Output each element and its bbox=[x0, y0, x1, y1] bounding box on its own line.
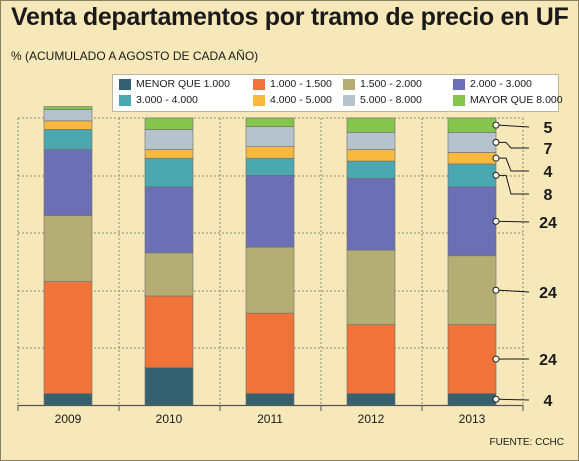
legend-swatch bbox=[119, 78, 131, 90]
bar-segment bbox=[43, 109, 93, 122]
bar-segment bbox=[346, 324, 396, 394]
x-tick-label: 2009 bbox=[55, 412, 82, 426]
legend-label: MENOR QUE 1.000 bbox=[136, 78, 230, 90]
legend-item: 3.000 - 4.000 bbox=[119, 94, 198, 106]
bar-segment bbox=[144, 157, 194, 188]
callout-dot bbox=[492, 286, 500, 294]
bar-segment bbox=[245, 117, 295, 127]
bar-segment bbox=[447, 117, 497, 133]
bar-segment bbox=[43, 393, 93, 406]
chart-subtitle: % (ACUMULADO A AGOSTO DE CADA AÑO) bbox=[11, 49, 259, 63]
x-tick-label: 2012 bbox=[358, 412, 385, 426]
callout-dot bbox=[492, 217, 500, 225]
callout-label: 7 bbox=[544, 141, 553, 158]
bar-segment bbox=[245, 126, 295, 148]
source-note: FUENTE: CCHC bbox=[489, 437, 564, 448]
bar-segment bbox=[245, 146, 295, 159]
bar-segment bbox=[346, 177, 396, 251]
bar-segment bbox=[144, 367, 194, 406]
bar-segment bbox=[43, 215, 93, 282]
bar-segment bbox=[144, 252, 194, 297]
callout-dot bbox=[492, 138, 500, 146]
callout-dot bbox=[492, 395, 500, 403]
x-tick-label: 2013 bbox=[459, 412, 486, 426]
bar-segment bbox=[447, 163, 497, 188]
callout-leader bbox=[499, 157, 529, 172]
legend-item: 1.500 - 2.000 bbox=[343, 78, 422, 90]
bar-segment bbox=[245, 157, 295, 176]
callout-label: 8 bbox=[544, 187, 553, 204]
legend-label: 5.000 - 8.000 bbox=[360, 94, 422, 106]
callout-dot bbox=[492, 154, 500, 162]
callout-leader bbox=[498, 398, 530, 401]
callout-dot bbox=[492, 121, 500, 129]
bar-segment bbox=[245, 312, 295, 394]
x-tick-label: 2010 bbox=[156, 412, 183, 426]
bar-segment bbox=[447, 152, 497, 165]
legend-label: 1.500 - 2.000 bbox=[360, 78, 422, 90]
callout-leader bbox=[498, 289, 530, 293]
callout-label: 4 bbox=[544, 164, 553, 181]
bar-segment bbox=[43, 120, 93, 130]
legend-swatch bbox=[453, 94, 465, 106]
legend: MENOR QUE 1.000 1.000 - 1.500 1.500 - 2.00… bbox=[112, 74, 563, 112]
legend-swatch bbox=[343, 94, 355, 106]
bar-segment bbox=[43, 149, 93, 216]
bar-segment bbox=[144, 295, 194, 368]
bar-segment bbox=[447, 186, 497, 257]
callout-leader bbox=[499, 141, 529, 149]
bar-segment bbox=[447, 132, 497, 153]
bar-segment bbox=[346, 149, 396, 162]
bar-segment bbox=[447, 324, 497, 394]
callout-label: 4 bbox=[544, 393, 553, 410]
legend-item: 1.000 - 1.500 bbox=[253, 78, 332, 90]
callout-label: 24 bbox=[539, 285, 557, 302]
legend-label: MAYOR QUE 8.000 bbox=[470, 94, 563, 106]
legend-label: 1.000 - 1.500 bbox=[270, 78, 332, 90]
bar-segment bbox=[43, 106, 93, 110]
legend-swatch bbox=[253, 78, 265, 90]
callout-label: 5 bbox=[544, 120, 553, 137]
bar-segment bbox=[144, 149, 194, 159]
bar-segment bbox=[245, 393, 295, 406]
bar-segment bbox=[447, 255, 497, 325]
legend-swatch bbox=[343, 78, 355, 90]
callout-dot bbox=[492, 355, 500, 363]
legend-label: 4.000 - 5.000 bbox=[270, 94, 332, 106]
chart-title: Venta departamentos por tramo de precio … bbox=[11, 3, 569, 31]
legend-swatch bbox=[253, 94, 265, 106]
bar-segment bbox=[43, 129, 93, 150]
legend-item: 4.000 - 5.000 bbox=[253, 94, 332, 106]
bar-segment bbox=[346, 160, 396, 179]
bar-segment bbox=[447, 393, 497, 406]
bar-segment bbox=[245, 175, 295, 248]
legend-item: MAYOR QUE 8.000 bbox=[453, 94, 563, 106]
legend-label: 3.000 - 4.000 bbox=[136, 94, 198, 106]
bar-segment bbox=[43, 281, 93, 394]
legend-label: 2.000 - 3.000 bbox=[470, 78, 532, 90]
bar-segment bbox=[245, 246, 295, 314]
legend-item: 5.000 - 8.000 bbox=[343, 94, 422, 106]
bar-segment bbox=[346, 117, 396, 133]
bar-segment bbox=[144, 129, 194, 150]
callout-leader bbox=[499, 174, 529, 195]
callout-label: 24 bbox=[539, 215, 557, 232]
bar-segment bbox=[346, 249, 396, 325]
bar-segment bbox=[144, 186, 194, 254]
legend-swatch bbox=[453, 78, 465, 90]
bar-segment bbox=[346, 393, 396, 406]
bar-segment bbox=[346, 132, 396, 150]
callout-dot bbox=[492, 171, 500, 179]
callout-leader bbox=[498, 220, 530, 223]
x-tick-label: 2011 bbox=[257, 412, 283, 426]
legend-swatch bbox=[119, 94, 131, 106]
legend-item: 2.000 - 3.000 bbox=[453, 78, 532, 90]
callout-leader bbox=[498, 124, 530, 128]
callout-label: 24 bbox=[539, 352, 557, 369]
bar-segment bbox=[144, 117, 194, 130]
legend-item: MENOR QUE 1.000 bbox=[119, 78, 230, 90]
